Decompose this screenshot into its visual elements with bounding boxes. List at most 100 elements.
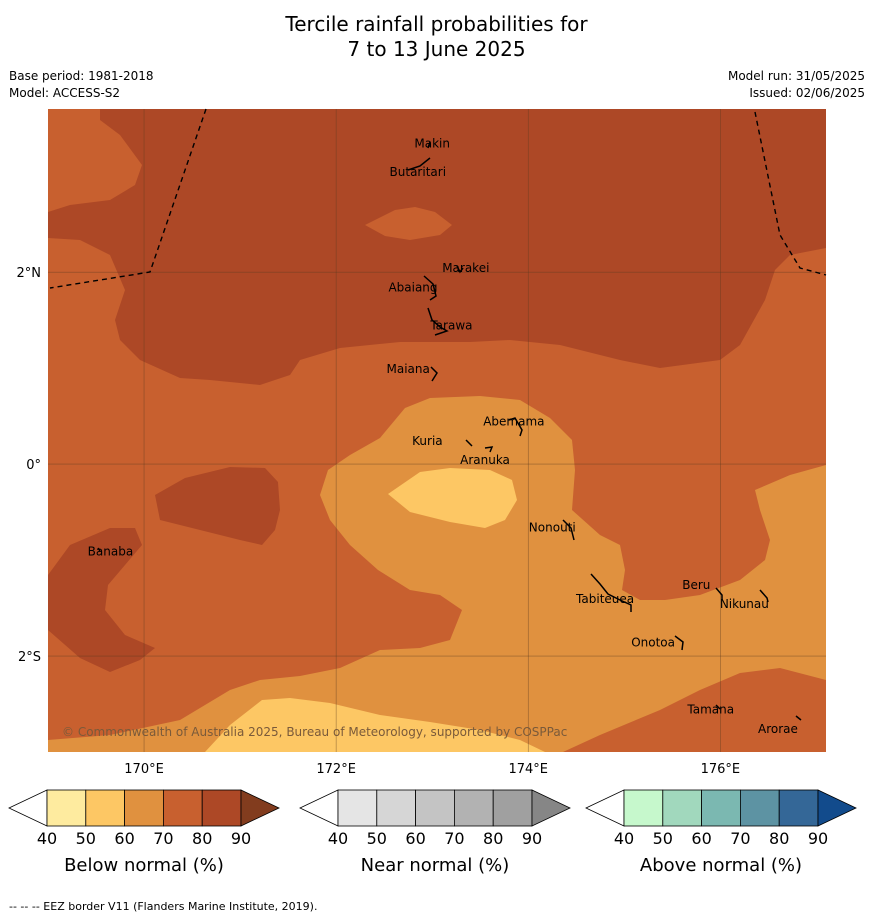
lon-tick-label: 176°E <box>701 762 741 777</box>
region-60-tongue <box>48 396 826 752</box>
place-label: Banaba <box>88 544 134 558</box>
lon-tick-label: 170°E <box>124 762 164 777</box>
colorbar-segment <box>46 789 87 827</box>
island-outlines <box>97 141 802 721</box>
issued-date: Issued: 02/06/2025 <box>749 86 865 100</box>
colorbar-tick-label: 80 <box>192 829 212 848</box>
place-label: Maiana <box>387 362 430 376</box>
colorbar-segment <box>124 789 164 827</box>
colorbar-segment <box>662 789 702 827</box>
model-run: Model run: 31/05/2025 <box>727 69 865 83</box>
region-50-center <box>388 468 517 528</box>
island-kuria <box>465 439 473 447</box>
colorbar-tick-label: 60 <box>405 829 425 848</box>
colorbar-segment <box>453 789 494 827</box>
colorbar-extend-high <box>240 789 280 827</box>
meta-left: Base period: 1981-2018 Model: ACCESS-S2 <box>9 68 154 102</box>
region-80-mid-west <box>155 467 280 545</box>
place-label: Abaiang <box>388 280 437 294</box>
eez-legend-note: -- -- -- EEZ border V11 (Flanders Marine… <box>9 900 318 913</box>
place-label: Marakei <box>442 261 489 275</box>
meta-right: Model run: 31/05/2025 Issued: 02/06/2025 <box>728 68 865 102</box>
island-onotoa <box>674 635 684 651</box>
colorbar-2: 40 50 60 70 80 90 Near normal (%) <box>299 789 571 876</box>
colorbar-segment <box>492 789 533 827</box>
colorbar-tick-label: 90 <box>231 829 251 848</box>
colorbar-title: Near normal (%) <box>361 855 510 876</box>
island-nonouti <box>562 519 575 541</box>
colorbar-3: 40 50 60 70 80 90 Above normal (%) <box>585 789 857 876</box>
island-marakei <box>456 265 464 274</box>
region-80-west <box>48 528 155 672</box>
colorbar-segment <box>701 789 741 827</box>
title-line-2: 7 to 13 June 2025 <box>347 37 526 61</box>
colorbar-extend-high <box>817 789 857 827</box>
place-label: Beru <box>682 578 710 592</box>
colorbar-extend-high <box>531 789 571 827</box>
lat-tick-label: 0° <box>26 458 41 473</box>
colorbar-tick-label: 80 <box>769 829 789 848</box>
base-period: Base period: 1981-2018 <box>9 69 154 83</box>
title-line-1: Tercile rainfall probabilities for <box>285 12 588 36</box>
place-labels: Makin Butaritari Marakei Abaiang Tarawa Maian… <box>88 136 798 735</box>
region-80-north <box>48 109 826 385</box>
colorbar-tick-label: 50 <box>367 829 387 848</box>
lon-tick-label: 172°E <box>316 762 356 777</box>
eez-border-east <box>754 111 827 276</box>
place-label: Arorae <box>758 722 798 736</box>
island-tamana <box>715 704 721 710</box>
island-beru <box>715 587 723 600</box>
probability-field <box>48 109 826 752</box>
colorbar-extend-low <box>299 789 339 827</box>
place-label: Makin <box>414 136 450 150</box>
colorbar-segment <box>778 789 819 827</box>
island-aranuka <box>484 446 494 453</box>
colorbar-title: Below normal (%) <box>64 855 224 876</box>
region-70-patch <box>365 207 452 240</box>
place-label: Butaritari <box>390 165 447 179</box>
place-label: Tarawa <box>429 319 472 333</box>
island-abaiang <box>423 275 437 301</box>
colorbars: 40 50 60 70 80 90 Below normal (%) 40 50 60 70 80 90… <box>8 789 857 876</box>
place-label: Aranuka <box>460 453 510 467</box>
colorbar-tick-label: 40 <box>37 829 57 848</box>
colorbar-title: Above normal (%) <box>640 855 802 876</box>
place-label: Nonouti <box>529 520 576 534</box>
island-makin <box>427 141 431 149</box>
colorbar-segment <box>201 789 242 827</box>
place-label: Nikunau <box>720 597 769 611</box>
copyright-notice: © Commonwealth of Australia 2025, Bureau… <box>62 725 567 739</box>
colorbar-segment <box>415 789 455 827</box>
eez-border-west <box>49 108 207 289</box>
island-tarawa <box>427 307 449 336</box>
colorbar-tick-label: 60 <box>691 829 711 848</box>
colorbar-tick-label: 50 <box>653 829 673 848</box>
model-name: Model: ACCESS-S2 <box>9 86 121 100</box>
island-nikunau <box>759 589 769 603</box>
colorbar-tick-label: 70 <box>730 829 750 848</box>
lon-tick-label: 174°E <box>508 762 548 777</box>
place-label: Onotoa <box>631 635 675 649</box>
colorbar-tick-label: 90 <box>522 829 542 848</box>
colorbar-tick-label: 50 <box>76 829 96 848</box>
colorbar-segment <box>85 789 126 827</box>
colorbar-tick-label: 40 <box>614 829 634 848</box>
colorbar-tick-label: 60 <box>114 829 134 848</box>
colorbar-tick-label: 70 <box>444 829 464 848</box>
lat-tick-label: 2°N <box>17 266 42 281</box>
island-abemama <box>508 417 523 437</box>
map-grid <box>48 109 826 752</box>
island-banaba <box>97 547 101 552</box>
map-title: Tercile rainfall probabilities for 7 to … <box>0 12 873 62</box>
place-label: Tabiteuea <box>575 592 634 606</box>
place-label: Abemama <box>483 415 544 429</box>
colorbar-tick-label: 70 <box>153 829 173 848</box>
place-label: Kuria <box>412 434 443 448</box>
colorbar-segment <box>740 789 780 827</box>
region-50-south <box>205 698 545 752</box>
place-label: Tamana <box>686 703 734 717</box>
axis-ticks: 170°E 172°E 174°E 176°E 2°N 0° 2°S <box>17 266 741 777</box>
island-tabiteuea <box>590 573 632 612</box>
colorbar-tick-label: 90 <box>808 829 828 848</box>
